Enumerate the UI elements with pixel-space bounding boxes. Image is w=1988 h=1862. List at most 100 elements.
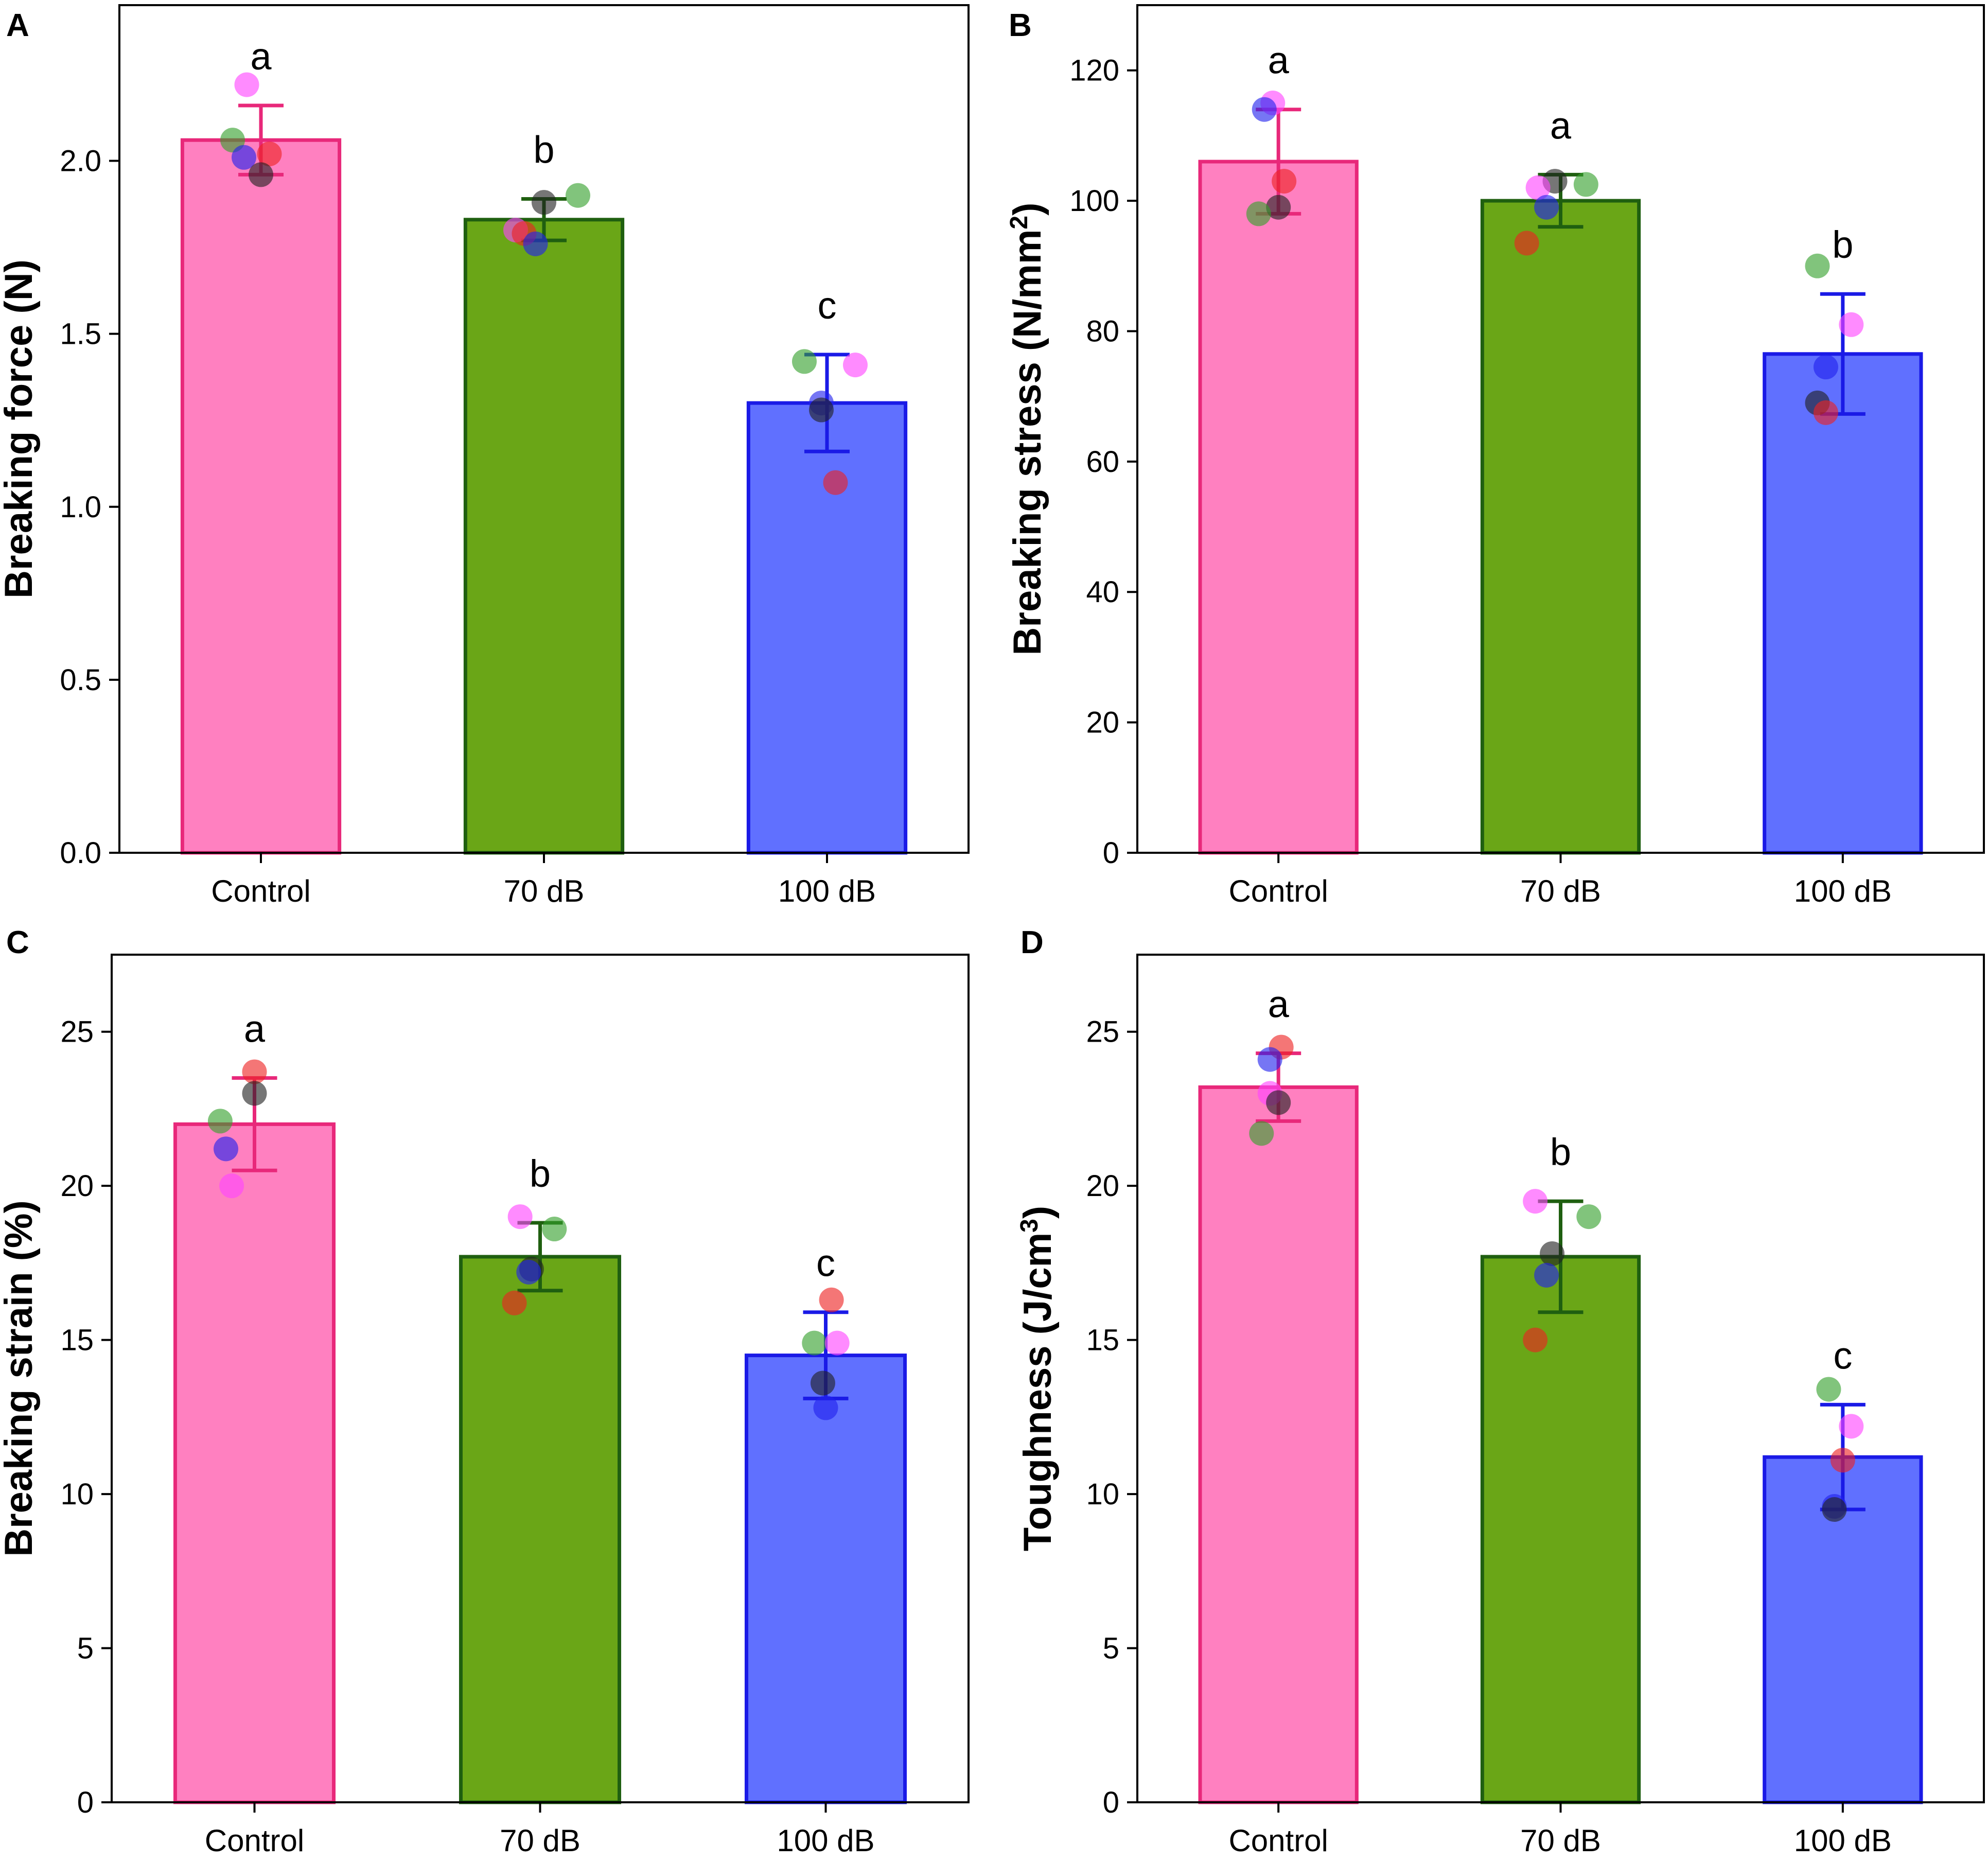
- bar-100-db: [746, 401, 908, 855]
- panel-letter: A: [6, 8, 29, 43]
- y-tick-label: 25: [1086, 1015, 1119, 1049]
- data-point: [234, 72, 259, 97]
- y-axis-label-text: Toughness (J/cm: [1016, 1233, 1060, 1551]
- y-tick-label: 40: [1086, 575, 1119, 609]
- data-point: [823, 470, 848, 495]
- y-axis-label: Breaking strain (%): [0, 1200, 41, 1557]
- data-point: [242, 1081, 267, 1106]
- data-point: [1534, 195, 1559, 220]
- bar-70-db: [1480, 199, 1641, 855]
- significance-letter: c: [818, 284, 837, 327]
- x-tick-label: Control: [1228, 1823, 1328, 1858]
- y-tick-label: 80: [1086, 314, 1119, 348]
- data-point: [1839, 1414, 1864, 1439]
- y-axis-label-text: Breaking force (N): [0, 259, 41, 599]
- data-point: [532, 190, 556, 215]
- y-tick-label: 5: [1103, 1632, 1119, 1665]
- x-tick-label: 70 dB: [1520, 1823, 1601, 1858]
- significance-letter: b: [1550, 1131, 1571, 1173]
- data-point: [819, 1287, 844, 1312]
- significance-letter: a: [1550, 104, 1572, 147]
- data-point: [1266, 195, 1291, 220]
- significance-letter: a: [250, 35, 272, 78]
- significance-letter: b: [533, 128, 554, 171]
- y-tick-label: 0: [1103, 1786, 1119, 1819]
- data-point: [1813, 400, 1838, 425]
- x-tick-label: 70 dB: [500, 1823, 580, 1858]
- y-tick-label: 60: [1086, 445, 1119, 479]
- data-point: [214, 1136, 238, 1162]
- bar-70-db: [463, 218, 625, 855]
- y-tick-label: 20: [1086, 706, 1119, 740]
- x-tick-label: 70 dB: [1520, 874, 1601, 908]
- data-point: [1805, 253, 1830, 278]
- x-tick-label: 70 dB: [504, 874, 585, 908]
- data-point: [257, 142, 282, 167]
- plot-frame: [111, 954, 970, 1803]
- significance-letter: b: [530, 1152, 551, 1195]
- x-tick-label: Control: [1228, 874, 1328, 908]
- data-point: [1573, 172, 1598, 197]
- y-tick-label: 120: [1069, 54, 1119, 87]
- significance-letter: a: [1268, 39, 1290, 82]
- data-point: [1249, 1121, 1274, 1146]
- data-point: [1540, 1241, 1565, 1266]
- data-point: [1525, 175, 1551, 200]
- y-axis-label: Toughness (J/cm3): [1016, 1206, 1060, 1551]
- significance-letter: c: [1833, 1334, 1852, 1377]
- y-axis-label-text: Breaking stress (N/mm: [1006, 230, 1049, 656]
- data-point: [502, 1290, 527, 1315]
- data-point: [792, 349, 817, 374]
- plot-frame: [118, 4, 970, 854]
- bar-70-db: [459, 1255, 622, 1804]
- bar-70-db: [1480, 1255, 1641, 1804]
- y-tick-label: 1.5: [60, 318, 101, 351]
- data-point: [1523, 1327, 1548, 1352]
- data-point: [802, 1330, 827, 1356]
- data-point: [1266, 1090, 1291, 1115]
- y-axis-label-end: ): [1016, 1206, 1060, 1219]
- y-tick-label: 10: [1086, 1478, 1119, 1511]
- bar-100-db: [744, 1354, 907, 1804]
- y-tick-label: 0: [77, 1786, 94, 1819]
- data-point: [1272, 169, 1297, 194]
- y-axis-label-text: Breaking strain (%): [0, 1200, 41, 1557]
- y-tick-label: 100: [1069, 184, 1119, 218]
- x-tick-label: Control: [205, 1823, 304, 1858]
- data-point: [813, 1395, 838, 1420]
- bar-control: [1198, 160, 1359, 855]
- y-axis-label-superscript: 3: [1016, 1219, 1043, 1233]
- y-tick-label: 0.5: [60, 663, 101, 697]
- significance-letter: a: [1268, 983, 1290, 1026]
- y-tick-label: 20: [60, 1169, 94, 1203]
- x-tick-label: 100 dB: [777, 1823, 874, 1858]
- data-point: [566, 183, 590, 208]
- data-point: [1246, 201, 1271, 226]
- bar-control: [180, 138, 342, 855]
- data-point: [249, 162, 273, 187]
- data-point: [542, 1217, 567, 1242]
- y-tick-label: 15: [1086, 1324, 1119, 1357]
- data-point: [810, 1371, 835, 1396]
- data-point: [1252, 97, 1277, 122]
- data-point: [507, 1204, 533, 1229]
- plot-frame: [1136, 4, 1985, 854]
- y-axis-label: Breaking stress (N/mm2): [1006, 203, 1050, 656]
- y-tick-label: 1.0: [60, 490, 101, 524]
- panel-letter: D: [1021, 925, 1044, 960]
- y-tick-label: 2.0: [60, 145, 101, 178]
- bar-100-db: [1763, 352, 1923, 855]
- x-tick-label: Control: [211, 874, 310, 908]
- data-point: [1534, 1262, 1559, 1288]
- significance-letter: b: [1832, 223, 1853, 266]
- data-point: [516, 1259, 541, 1285]
- data-point: [1830, 1448, 1855, 1473]
- data-point: [1839, 312, 1864, 337]
- data-point: [809, 397, 834, 423]
- y-tick-label: 25: [60, 1015, 94, 1049]
- data-point: [207, 1109, 233, 1134]
- data-point: [1523, 1189, 1548, 1214]
- bar-control: [1198, 1085, 1359, 1804]
- data-point: [1822, 1497, 1847, 1522]
